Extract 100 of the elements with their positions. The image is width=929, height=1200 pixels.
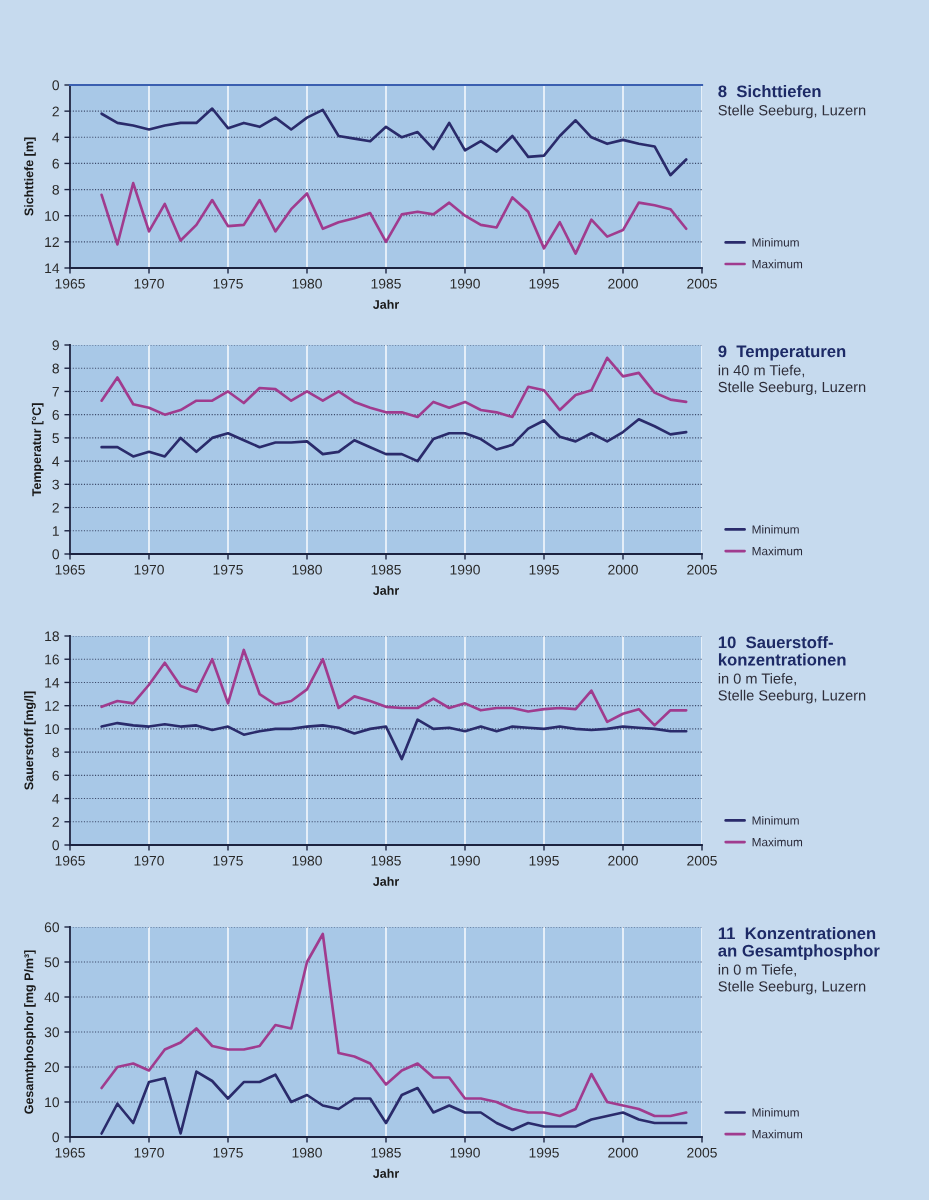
y-tick-label: 12 [45, 701, 59, 711]
x-tick-label: 2000 [608, 1147, 638, 1158]
y-tick-label: 0 [52, 1132, 60, 1143]
y-tick-label: 6 [52, 770, 59, 781]
y-tick-label: 40 [44, 992, 60, 1003]
y-axis-title: Temperatur [°C] [31, 403, 44, 497]
x-tick-label: 1985 [371, 1147, 401, 1158]
x-tick-label: 1970 [134, 278, 164, 289]
x-tick-label: 1980 [292, 564, 322, 575]
x-tick-label: 1985 [371, 855, 401, 866]
x-tick-label: 2005 [687, 1147, 717, 1158]
x-tick-label: 2005 [687, 278, 717, 289]
y-tick-label: 18 [45, 631, 59, 642]
x-tick-label: 1975 [213, 855, 243, 866]
x-tick-label: 1965 [55, 564, 85, 575]
y-tick-label: 4 [52, 456, 60, 467]
y-axis-title: Gesamtphosphor [mg P/m³] [24, 950, 36, 1114]
y-tick-label: 4 [52, 794, 60, 804]
x-tick-label: 1965 [55, 1147, 85, 1158]
x-tick-label: 1980 [292, 278, 322, 289]
line-series [100, 932, 688, 1118]
y-tick-label: 0 [52, 80, 60, 91]
y-tick-label: 16 [45, 654, 59, 665]
text: Stelle Seeburg, Luzern [718, 104, 866, 119]
y-tick-label: 2 [52, 817, 59, 827]
y-tick-label: 10 [45, 724, 60, 735]
x-tick-label: 1965 [55, 278, 85, 289]
y-tick-label: 4 [52, 132, 60, 143]
legend-label: Maximum [752, 1129, 803, 1139]
legend-label: Maximum [752, 259, 803, 269]
text: in 40 m Tiefe, Stelle Seeburg, Luzern [718, 364, 866, 396]
y-tick-label: 30 [44, 1027, 60, 1038]
y-tick-label: 9 [52, 340, 59, 351]
legend-label: Maximum [752, 837, 803, 847]
line-series [100, 356, 688, 419]
x-tick-label: 2000 [608, 855, 638, 866]
line-series [100, 417, 688, 463]
x-axis-title: Jahr [372, 876, 400, 886]
x-axis-title: Jahr [372, 1168, 400, 1178]
x-tick-label: 1965 [55, 855, 85, 866]
legend-label: Minimum [752, 816, 799, 825]
y-axis-title: Sauerstoff [mg/l] [24, 691, 36, 790]
x-tick-label: 1985 [371, 278, 401, 289]
y-tick-label: 60 [44, 922, 60, 933]
x-tick-label: 1995 [529, 564, 559, 575]
x-tick-label: 2000 [608, 278, 638, 289]
x-tick-label: 1995 [529, 278, 559, 289]
x-tick-label: 2005 [687, 564, 717, 575]
line-series [100, 107, 688, 177]
line-series [100, 648, 688, 727]
text: in 0 m Tiefe, Stelle Seeburg, Luzern [718, 673, 866, 704]
y-tick-label: 3 [52, 479, 59, 490]
x-tick-label: 1985 [371, 564, 401, 575]
x-tick-label: 1980 [292, 1147, 322, 1158]
x-axis-title: Jahr [372, 585, 400, 595]
y-tick-label: 8 [52, 184, 59, 195]
text: in 0 m Tiefe, Stelle Seeburg, Luzern [718, 964, 866, 995]
y-tick-label: 12 [45, 237, 59, 247]
y-tick-label: 0 [52, 840, 60, 851]
line-series [100, 181, 688, 255]
text: 11 Konzentrationen an Gesamtphosphor [718, 927, 880, 960]
y-tick-label: 14 [45, 263, 60, 274]
legend-label: Minimum [752, 525, 799, 534]
x-tick-label: 1970 [134, 564, 164, 575]
x-tick-label: 1975 [213, 564, 243, 575]
y-tick-label: 1 [52, 526, 59, 536]
y-tick-label: 0 [52, 549, 60, 560]
y-tick-label: 8 [52, 363, 59, 374]
x-tick-label: 1990 [450, 855, 480, 866]
legend-label: Minimum [752, 1108, 799, 1117]
y-tick-label: 50 [44, 957, 60, 968]
text: 9 Temperaturen [718, 345, 846, 361]
y-tick-label: 6 [52, 158, 59, 169]
x-tick-label: 1975 [213, 1147, 243, 1158]
x-axis-title: Jahr [372, 299, 400, 309]
y-tick-label: 6 [52, 410, 59, 420]
x-tick-label: 1970 [134, 855, 164, 866]
x-tick-label: 1995 [529, 855, 559, 866]
y-tick-label: 10 [45, 1097, 60, 1108]
text: 10 Sauerstoff- konzentrationen [718, 636, 846, 666]
y-tick-label: 10 [45, 211, 60, 221]
x-tick-label: 1975 [213, 278, 243, 289]
line-series [100, 1070, 688, 1135]
line-series [100, 718, 688, 761]
x-tick-label: 1990 [450, 1147, 480, 1158]
x-tick-label: 2005 [687, 855, 717, 866]
y-tick-label: 20 [44, 1062, 60, 1073]
y-tick-label: 2 [52, 106, 59, 117]
y-tick-label: 7 [52, 386, 59, 397]
legend-label: Maximum [752, 546, 803, 556]
x-tick-label: 1990 [450, 278, 480, 289]
x-tick-label: 1990 [450, 564, 480, 575]
y-tick-label: 14 [45, 677, 60, 688]
text: 8 Sichttiefen [718, 85, 821, 98]
y-tick-label: 2 [52, 502, 59, 513]
y-tick-label: 8 [52, 747, 59, 758]
y-tick-label: 5 [52, 433, 59, 444]
x-tick-label: 1970 [134, 1147, 164, 1158]
x-tick-label: 1995 [529, 1147, 559, 1158]
x-tick-label: 1980 [292, 855, 322, 866]
